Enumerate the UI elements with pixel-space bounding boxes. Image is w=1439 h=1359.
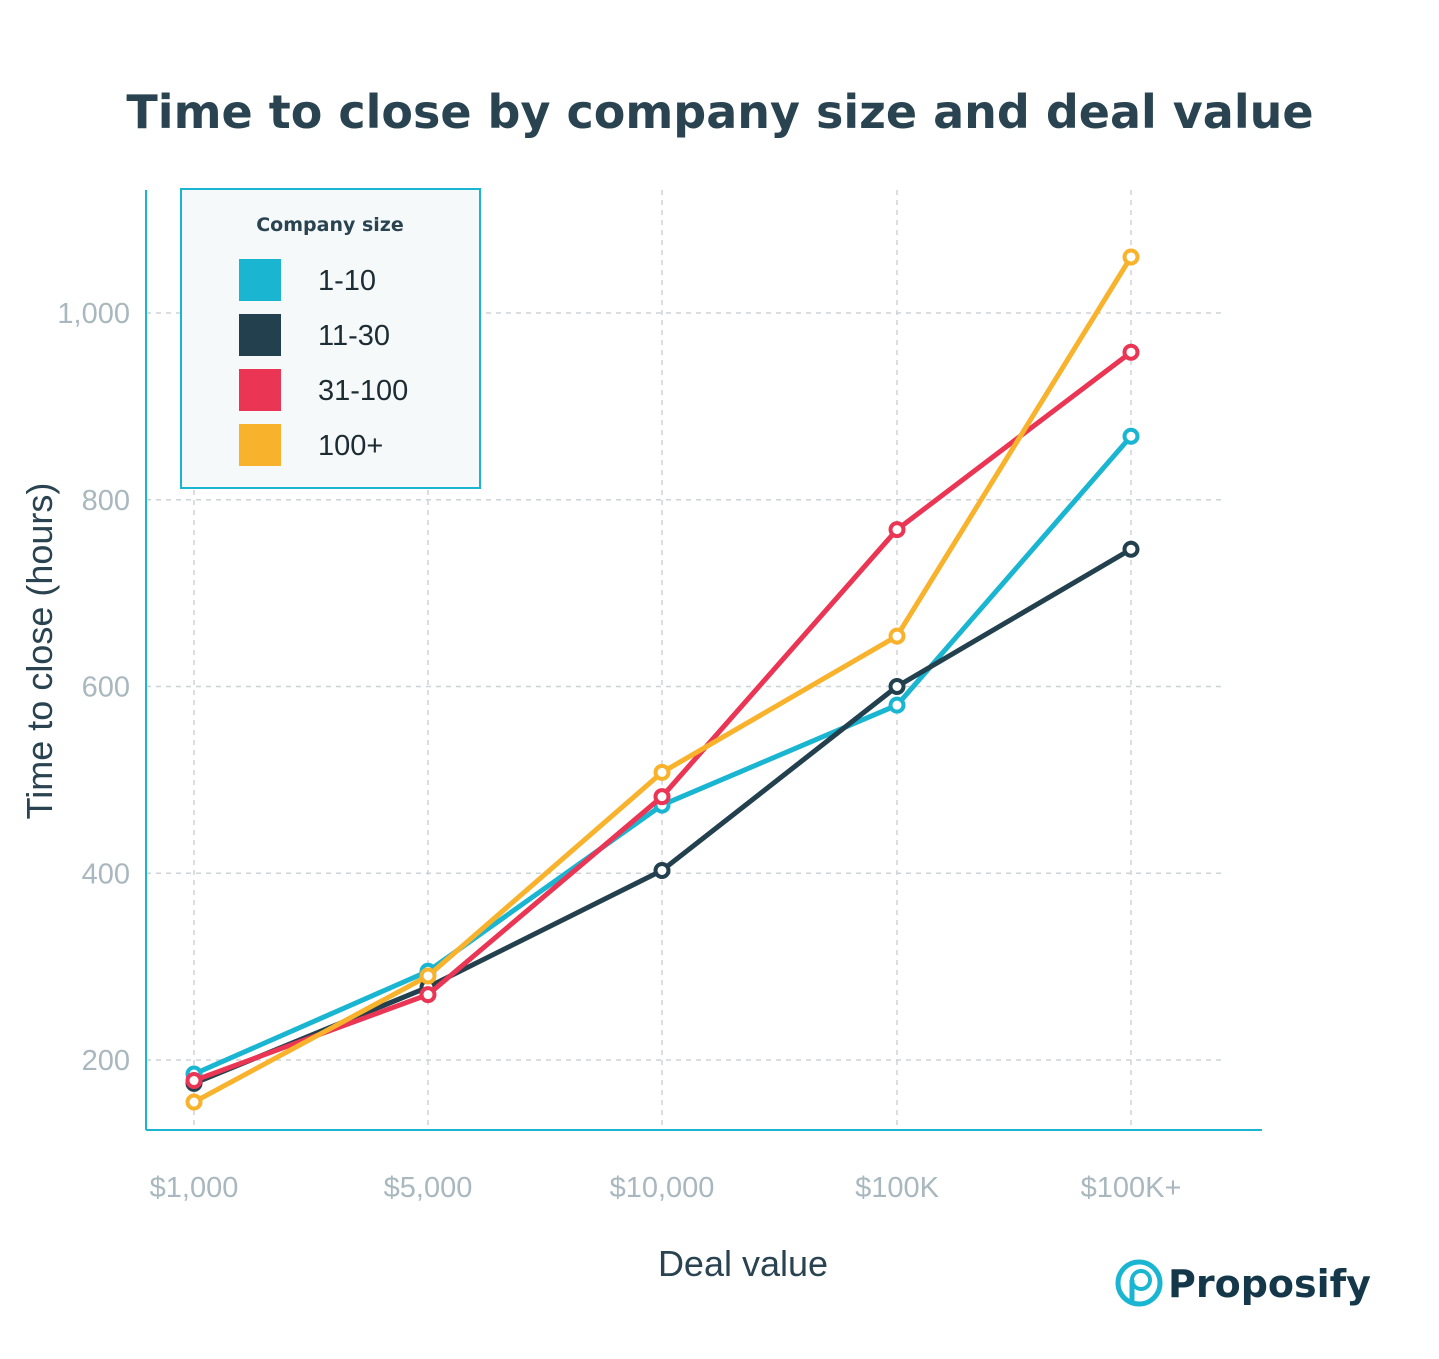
x-tick-labels: $1,000 $5,000 $10,000 $100K $100K+ bbox=[150, 1172, 1182, 1204]
legend-swatch bbox=[239, 314, 281, 356]
series-lines bbox=[185, 248, 1140, 1111]
legend-swatch bbox=[239, 259, 281, 301]
data-point bbox=[185, 1093, 203, 1111]
legend-box bbox=[180, 188, 481, 489]
data-point bbox=[1122, 248, 1140, 266]
y-tick-labels: 200 400 600 800 1,000 bbox=[57, 298, 130, 1077]
legend-label: 31-100 bbox=[318, 375, 408, 407]
legend-title: Company size bbox=[256, 214, 404, 236]
x-tick-label: $10,000 bbox=[610, 1172, 715, 1204]
y-axis-label: Time to close (hours) bbox=[19, 483, 60, 820]
data-point bbox=[185, 1072, 203, 1090]
data-point bbox=[888, 678, 906, 695]
brand-logo: Proposify bbox=[1115, 1259, 1371, 1307]
series-100+ bbox=[185, 248, 1140, 1111]
legend: Company size 1-10 11-30 31-100 100+ bbox=[180, 188, 481, 489]
legend-label: 11-30 bbox=[318, 320, 390, 352]
chart-title: Time to close by company size and deal v… bbox=[126, 85, 1313, 139]
y-tick-label: 200 bbox=[82, 1045, 130, 1077]
x-tick-label: $100K+ bbox=[1081, 1172, 1182, 1204]
x-tick-label: $100K bbox=[855, 1172, 940, 1204]
legend-swatch bbox=[239, 369, 281, 411]
y-tick-label: 400 bbox=[82, 858, 130, 890]
series-31-100 bbox=[185, 343, 1140, 1090]
data-point bbox=[888, 627, 906, 645]
y-tick-label: 600 bbox=[82, 672, 130, 704]
data-point bbox=[653, 788, 671, 806]
data-point bbox=[1122, 540, 1140, 558]
legend-label: 100+ bbox=[318, 430, 383, 462]
data-point bbox=[653, 763, 671, 781]
data-point bbox=[419, 967, 437, 985]
x-tick-label: $1,000 bbox=[150, 1172, 239, 1204]
proposify-p-logo-icon bbox=[1115, 1259, 1163, 1307]
legend-items: 1-10 11-30 31-100 100+ bbox=[239, 259, 408, 466]
data-point bbox=[888, 521, 906, 539]
legend-label: 1-10 bbox=[318, 265, 376, 297]
x-tick-label: $5,000 bbox=[384, 1172, 473, 1204]
data-point bbox=[419, 986, 437, 1004]
data-point bbox=[888, 696, 906, 714]
x-axis-label: Deal value bbox=[658, 1243, 828, 1284]
legend-swatch bbox=[239, 424, 281, 466]
y-tick-label: 800 bbox=[82, 485, 130, 517]
brand-name: Proposify bbox=[1168, 1262, 1371, 1306]
data-point bbox=[1122, 343, 1140, 361]
data-point bbox=[653, 861, 671, 879]
data-point bbox=[1122, 427, 1140, 445]
y-tick-label: 1,000 bbox=[57, 298, 130, 330]
